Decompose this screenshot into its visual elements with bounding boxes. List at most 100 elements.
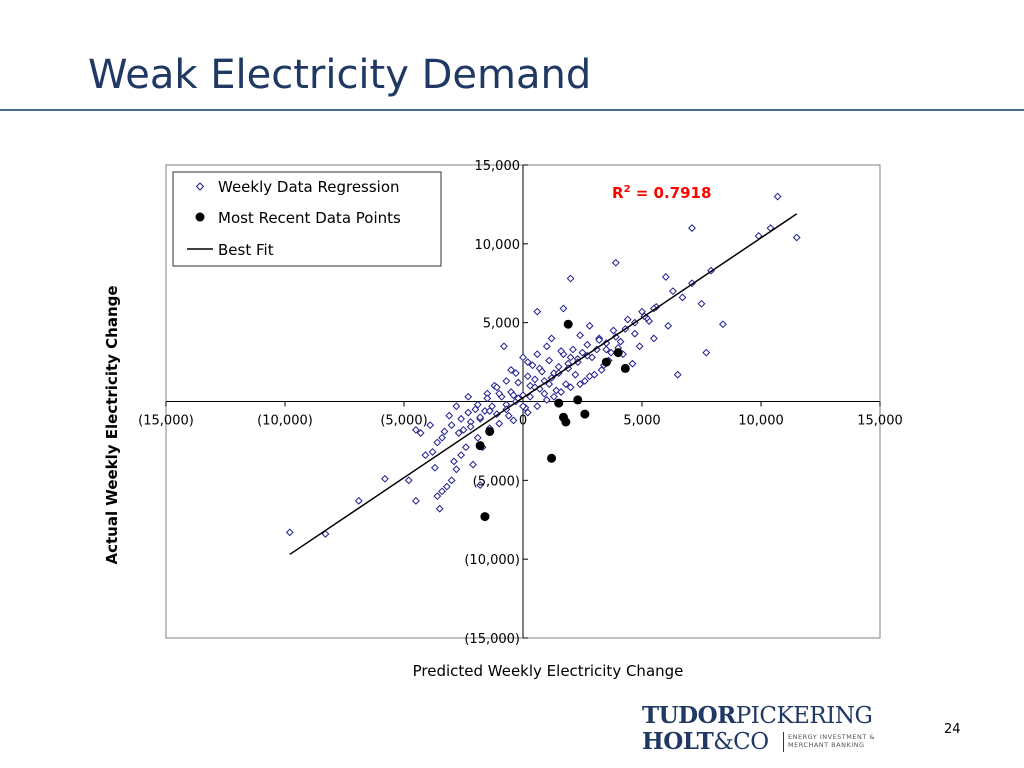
regression-point	[607, 348, 615, 357]
regression-point	[447, 476, 456, 485]
regression-point	[421, 451, 430, 460]
y-tick-label: (15,000)	[464, 632, 520, 647]
regression-point	[578, 348, 587, 357]
regression-point	[476, 481, 485, 489]
y-tick-label: 10,000	[475, 238, 521, 253]
regression-point	[495, 419, 504, 428]
recent-point	[475, 441, 485, 451]
regression-point	[452, 465, 461, 474]
regression-point	[719, 320, 727, 329]
recent-point	[601, 357, 611, 367]
regression-point	[488, 402, 496, 411]
regression-point	[495, 389, 504, 398]
regression-point	[545, 356, 554, 365]
regression-point	[678, 293, 687, 302]
regression-point	[483, 394, 492, 403]
regression-point	[623, 315, 632, 324]
regression-point	[616, 337, 625, 346]
regression-point	[457, 451, 466, 460]
regression-point	[519, 402, 527, 411]
regression-point	[442, 482, 451, 491]
regression-point	[461, 443, 470, 452]
x-tick-label: 15,000	[857, 414, 903, 429]
regression-point	[464, 408, 473, 417]
best-fit-line	[289, 213, 798, 556]
x-tick-label: (15,000)	[138, 414, 194, 429]
r-squared-annotation: R2 = 0.7918	[612, 184, 711, 202]
regression-point	[511, 369, 520, 378]
regression-point	[550, 392, 558, 401]
regression-point	[473, 433, 482, 442]
regression-point	[590, 370, 599, 379]
company-logo: TUDORPICKERING HOLT&CO ENERGY INVESTMENT…	[642, 702, 887, 755]
regression-point	[473, 400, 482, 409]
regression-point	[433, 438, 442, 447]
regression-point	[445, 411, 454, 420]
regression-point	[452, 402, 461, 411]
regression-point	[664, 321, 673, 330]
regression-point	[504, 411, 513, 420]
recent-point	[620, 363, 630, 373]
recent-point	[563, 319, 573, 329]
regression-point	[438, 487, 446, 496]
regression-point	[471, 405, 480, 414]
regression-point	[635, 342, 644, 351]
recent-points	[475, 319, 630, 522]
y-tick-label: 5,000	[483, 317, 520, 332]
recent-point	[547, 453, 557, 463]
regression-point	[440, 427, 449, 436]
regression-point	[533, 307, 542, 316]
regression-point	[519, 353, 527, 362]
legend-diamond-marker	[195, 182, 205, 191]
regression-point	[411, 496, 420, 505]
y-axis-title: Actual Weekly Electricity Change	[103, 285, 121, 564]
regression-point	[702, 348, 711, 357]
regression-point	[476, 413, 485, 422]
regression-point	[669, 287, 677, 296]
regression-point	[661, 273, 670, 281]
regression-point	[454, 429, 463, 437]
regression-point	[530, 375, 539, 384]
regression-point	[545, 380, 554, 389]
regression-point	[566, 274, 575, 283]
title-divider	[0, 109, 1024, 111]
regression-point	[416, 429, 425, 437]
regression-point	[433, 492, 442, 501]
legend-entry-regression: Weekly Data Regression	[218, 178, 400, 196]
regression-point	[571, 370, 580, 379]
regression-point	[426, 421, 435, 430]
regression-point	[354, 496, 363, 505]
regression-point	[411, 425, 420, 434]
regression-point	[773, 192, 782, 201]
regression-point	[450, 457, 458, 466]
regression-point	[500, 342, 508, 351]
regression-point	[464, 392, 473, 401]
legend-entry-fit: Best Fit	[218, 241, 274, 259]
regression-point	[649, 304, 658, 313]
regression-point	[514, 378, 523, 387]
tick-labels: (15,000) (10,000) (5,000) 0 5,000 10,000 15,00…	[138, 159, 903, 647]
regression-point	[597, 366, 606, 374]
regression-point	[526, 392, 535, 401]
legend-circle-marker	[195, 212, 205, 222]
recent-point	[573, 395, 583, 405]
regression-point	[547, 334, 556, 343]
regression-point	[533, 402, 542, 411]
regression-point	[459, 425, 468, 434]
regression-point	[602, 345, 611, 354]
logo-tagline: ENERGY INVESTMENT & MERCHANT BANKING	[788, 733, 875, 749]
regression-point	[585, 321, 594, 330]
regression-point	[576, 380, 585, 389]
x-tick-label: 10,000	[738, 414, 784, 429]
regression-point	[492, 383, 501, 392]
regression-point	[542, 342, 551, 351]
regression-point	[528, 361, 537, 370]
x-tick-label: (10,000)	[257, 414, 313, 429]
x-tick-label: (5,000)	[380, 414, 427, 429]
page-number: 24	[944, 722, 961, 737]
regression-point	[649, 334, 658, 343]
regression-point	[523, 408, 532, 417]
legend-box	[172, 171, 442, 267]
regression-point	[435, 504, 444, 513]
regression-point	[566, 353, 575, 362]
